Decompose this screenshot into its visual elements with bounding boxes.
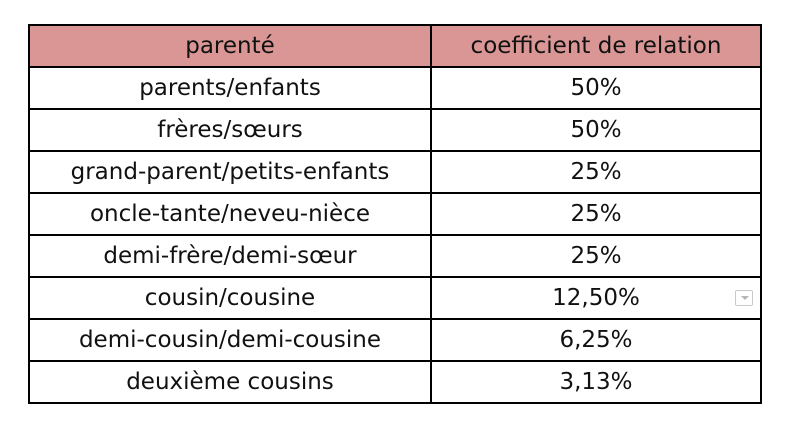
table-row: frères/sœurs 50%: [28, 108, 762, 152]
chevron-down-icon: [741, 296, 749, 300]
coefficient-cell[interactable]: 25%: [430, 150, 762, 194]
table-row: grand-parent/petits-enfants 25%: [28, 150, 762, 194]
coefficient-cell[interactable]: 50%: [430, 66, 762, 110]
table-row: cousin/cousine 12,50%: [28, 276, 762, 320]
table-row: demi-frère/demi-sœur 25%: [28, 234, 762, 278]
relation-cell[interactable]: deuxième cousins: [28, 360, 432, 404]
table-row: deuxième cousins 3,13%: [28, 360, 762, 404]
relationship-table: parenté coefficient de relation parents/…: [28, 24, 762, 404]
table-row: demi-cousin/demi-cousine 6,25%: [28, 318, 762, 362]
coefficient-cell[interactable]: 3,13%: [430, 360, 762, 404]
relation-cell[interactable]: cousin/cousine: [28, 276, 432, 320]
header-relation[interactable]: parenté: [28, 24, 432, 68]
autofill-options-button[interactable]: [735, 290, 753, 306]
table-row: oncle-tante/neveu-nièce 25%: [28, 192, 762, 236]
header-coefficient[interactable]: coefficient de relation: [430, 24, 762, 68]
coefficient-cell[interactable]: 50%: [430, 108, 762, 152]
relation-cell[interactable]: frères/sœurs: [28, 108, 432, 152]
coefficient-cell[interactable]: 25%: [430, 192, 762, 236]
coefficient-cell[interactable]: 25%: [430, 234, 762, 278]
relation-cell[interactable]: demi-frère/demi-sœur: [28, 234, 432, 278]
table-row: parents/enfants 50%: [28, 66, 762, 110]
relation-cell[interactable]: grand-parent/petits-enfants: [28, 150, 432, 194]
coefficient-cell[interactable]: 12,50%: [430, 276, 762, 320]
coefficient-cell[interactable]: 6,25%: [430, 318, 762, 362]
coefficient-value: 12,50%: [552, 285, 640, 311]
header-row: parenté coefficient de relation: [28, 24, 762, 68]
relation-cell[interactable]: parents/enfants: [28, 66, 432, 110]
relation-cell[interactable]: oncle-tante/neveu-nièce: [28, 192, 432, 236]
relation-cell[interactable]: demi-cousin/demi-cousine: [28, 318, 432, 362]
